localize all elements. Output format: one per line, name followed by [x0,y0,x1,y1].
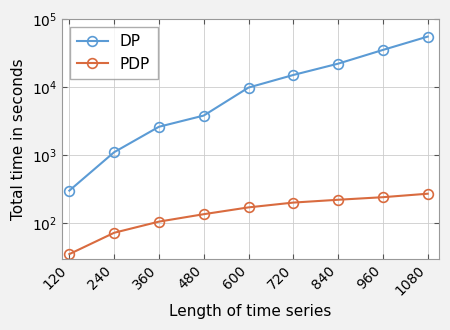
Line: PDP: PDP [64,189,432,259]
DP [380,48,386,52]
Y-axis label: Total time in seconds: Total time in seconds [11,58,26,219]
PDP [246,205,251,209]
PDP [425,192,430,196]
Legend: DP, PDP: DP, PDP [69,26,158,80]
PDP [335,198,341,202]
DP [156,125,162,129]
PDP [112,231,117,235]
DP [291,73,296,77]
DP [335,62,341,66]
DP [246,85,251,89]
DP [201,114,207,117]
PDP [67,252,72,256]
DP [425,35,430,39]
PDP [380,195,386,199]
X-axis label: Length of time series: Length of time series [169,304,332,319]
PDP [291,201,296,205]
Line: DP: DP [64,32,432,195]
PDP [156,220,162,224]
PDP [201,212,207,216]
DP [112,150,117,154]
DP [67,189,72,193]
